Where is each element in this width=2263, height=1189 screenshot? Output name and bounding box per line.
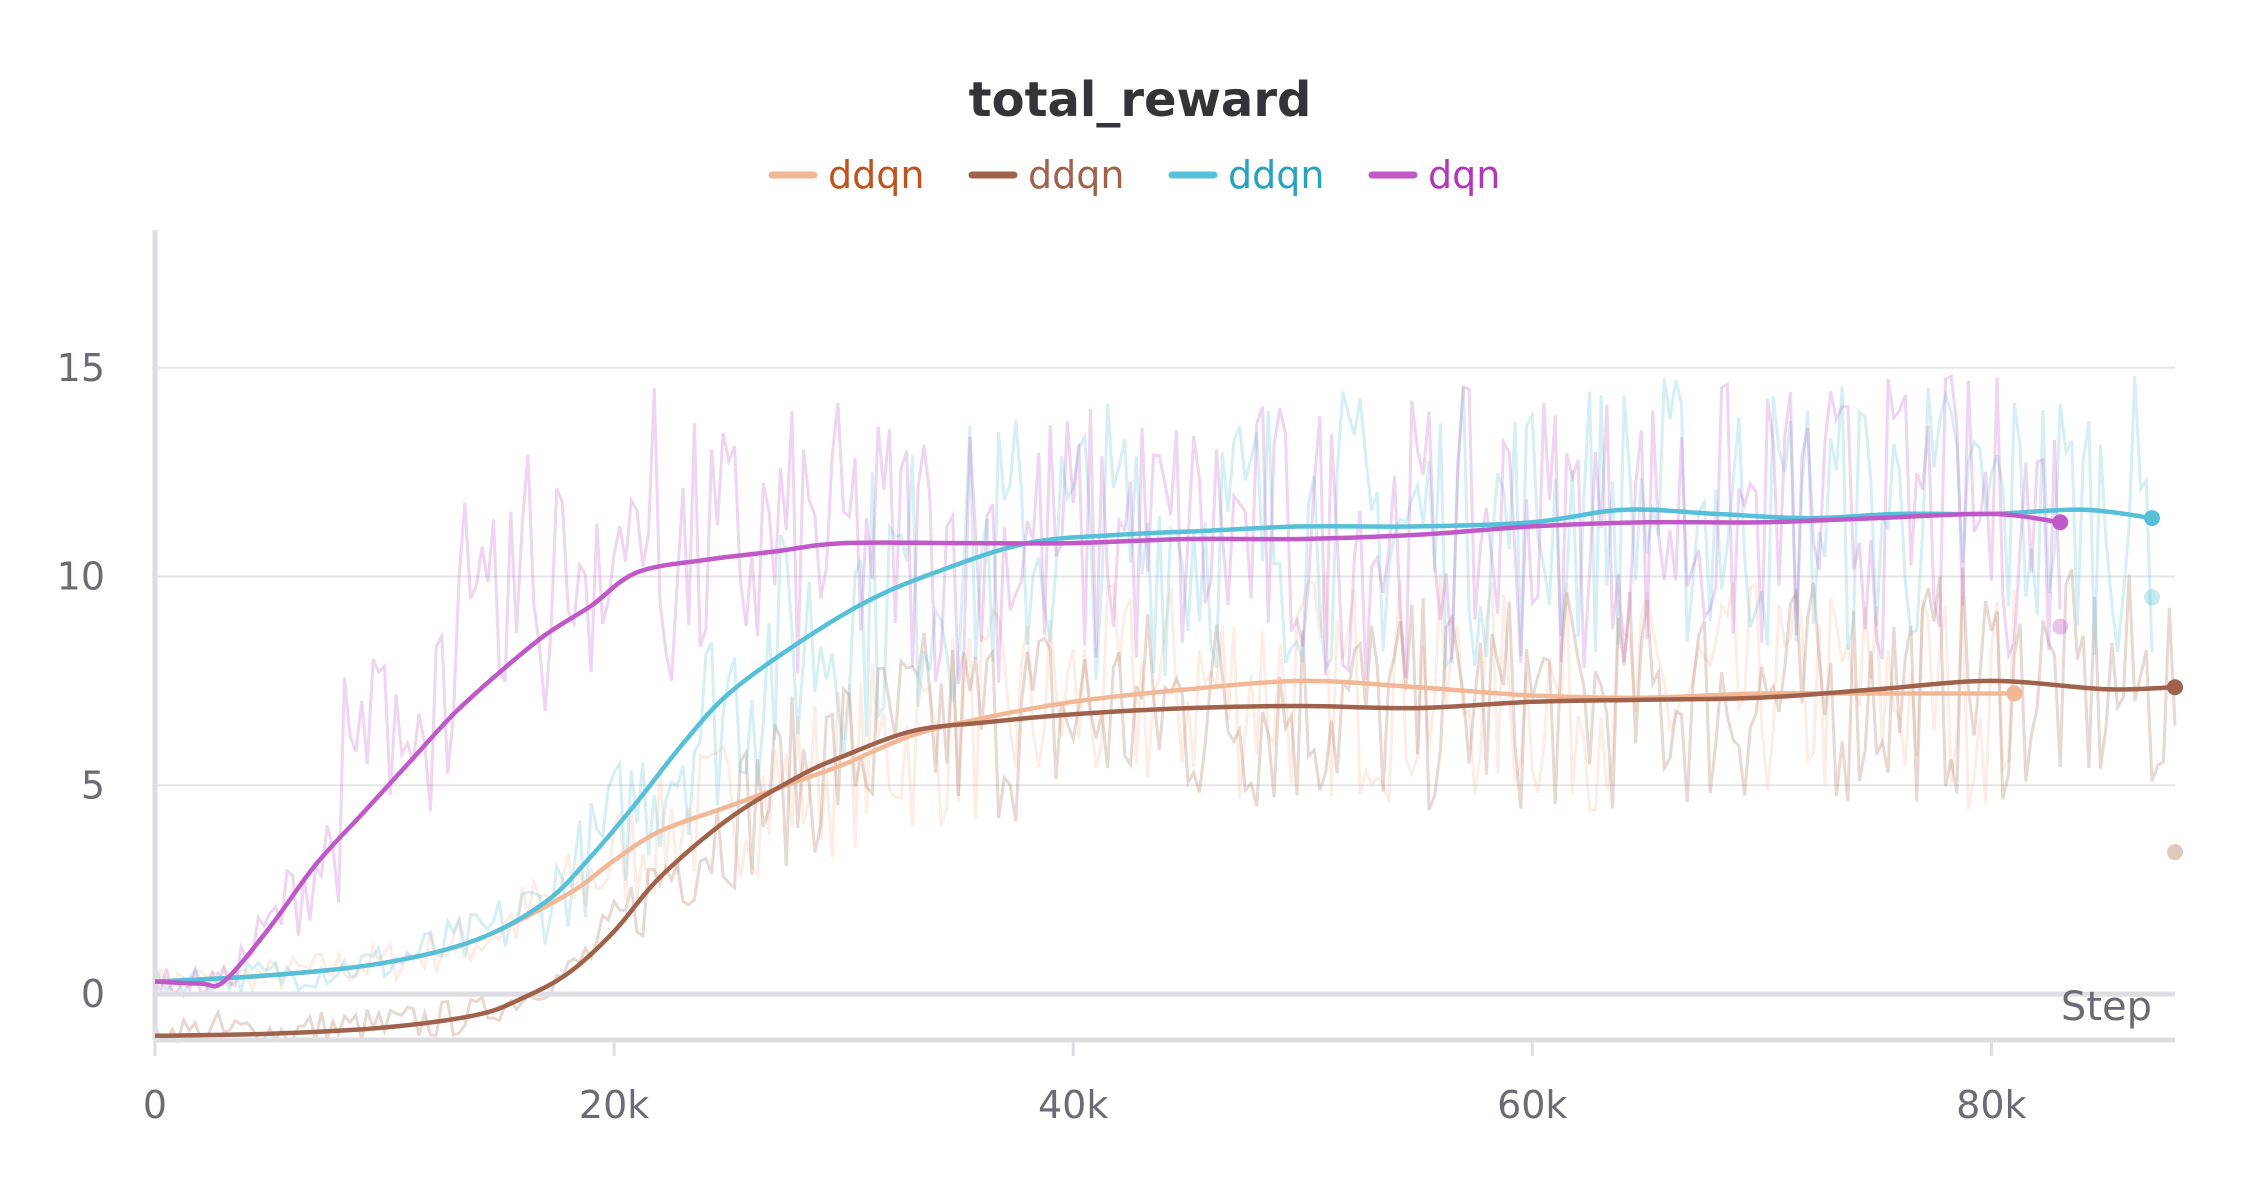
legend-label: ddqn xyxy=(1228,153,1324,197)
legend-item-0: ddqn xyxy=(768,153,924,197)
x-tick-label-0: 0 xyxy=(143,1083,167,1127)
x-tick-label-4: 80k xyxy=(1956,1083,2026,1127)
series-end-marker-2 xyxy=(2144,510,2161,527)
x-tick-label-3: 60k xyxy=(1497,1083,1567,1127)
y-tick-label-3: 15 xyxy=(57,346,105,390)
smoothed-lines xyxy=(154,507,2183,1039)
raw-line-2 xyxy=(153,376,2154,1000)
legend-label: ddqn xyxy=(828,153,924,197)
x-tick-label-2: 40k xyxy=(1038,1083,1108,1127)
y-tick-label-1: 5 xyxy=(81,763,105,807)
legend-label: dqn xyxy=(1428,153,1500,197)
chart-title: total_reward xyxy=(969,72,1312,128)
series-line-2 xyxy=(154,507,2153,984)
legend-item-1: ddqn xyxy=(968,153,1124,197)
raw-line-3 xyxy=(153,373,2062,997)
legend: ddqn ddqn ddqn dqn xyxy=(768,153,1500,197)
axes xyxy=(152,230,2175,1043)
series-end-marker-0 xyxy=(2006,685,2023,702)
grid xyxy=(155,366,2175,787)
series-line-3 xyxy=(154,511,2061,989)
legend-item-2: ddqn xyxy=(1168,153,1324,197)
x-tick-label-1: 20k xyxy=(579,1083,649,1127)
series-raw-end-marker-0 xyxy=(2006,685,2023,702)
y-tick-label-0: 0 xyxy=(81,972,105,1016)
series-end-marker-3 xyxy=(2052,514,2069,531)
series-raw-end-marker-2 xyxy=(2144,589,2161,606)
raw-noise-lines xyxy=(153,373,2177,1044)
tick-labels: 0 20k 40k 60k 80k 0 5 10 15 xyxy=(57,346,2027,1127)
raw-line-1 xyxy=(153,567,2177,1044)
series-end-marker-1 xyxy=(2167,679,2183,696)
legend-label: ddqn xyxy=(1028,153,1124,197)
x-axis-label: Step xyxy=(2061,984,2152,1030)
series-raw-end-marker-3 xyxy=(2052,618,2069,635)
legend-item-3: dqn xyxy=(1368,153,1500,197)
series-line-1 xyxy=(154,678,2176,1039)
y-tick-label-2: 10 xyxy=(57,555,105,599)
series-raw-end-marker-1 xyxy=(2167,844,2183,861)
